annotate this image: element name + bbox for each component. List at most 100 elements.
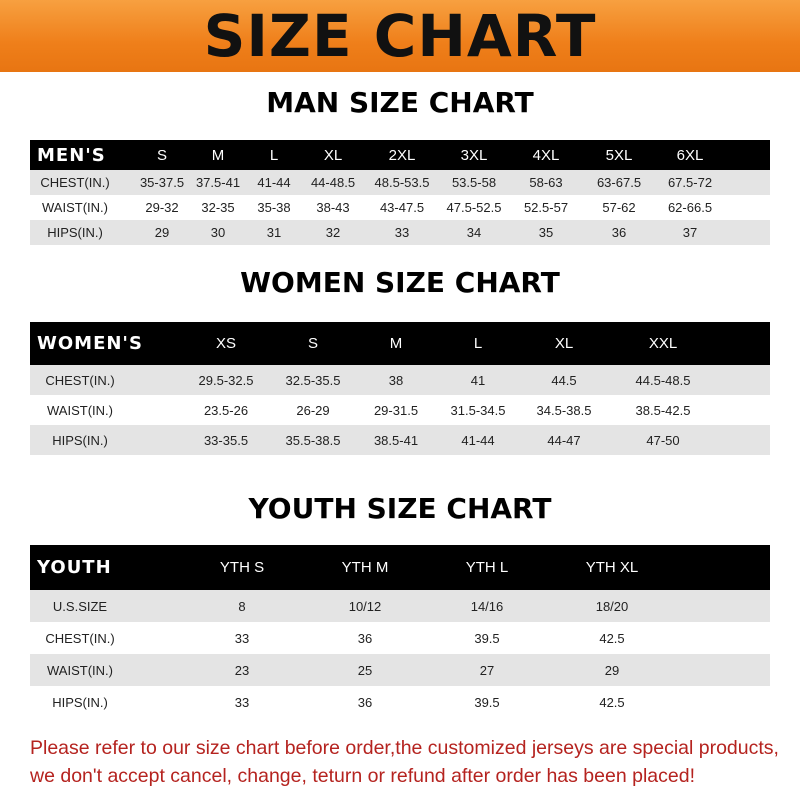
table-cell: 39.5: [474, 630, 500, 646]
table-cell: 58-63: [529, 175, 563, 190]
row-label: WAIST(IN.): [47, 662, 113, 678]
size-header: M: [389, 335, 403, 352]
table-cell: 32-35: [201, 200, 235, 215]
row-label: WAIST(IN.): [47, 402, 113, 418]
row-label: CHEST(IN.): [45, 372, 115, 388]
table-cell: 31.5-34.5: [450, 402, 506, 418]
table-row: WAIST(IN.) 29-32 32-35 35-38 38-43 43-47.5 47.…: [30, 195, 770, 220]
table-cell: 36: [611, 225, 627, 240]
table-cell: 42.5: [599, 630, 625, 646]
table-cell: 29: [604, 662, 620, 678]
table-cell: 23.5-26: [203, 402, 249, 418]
size-header: 2XL: [388, 146, 416, 164]
size-header: YTH L: [465, 559, 509, 576]
size-header: YTH S: [219, 559, 265, 576]
table-cell: 23: [234, 662, 250, 678]
size-header: 3XL: [460, 146, 488, 164]
table-cell: 38.5-41: [373, 432, 419, 448]
table-row: HIPS(IN.) 29 30 31 32 33 34 35 36 37: [30, 220, 770, 245]
men-section-title: MAN SIZE CHART: [266, 86, 534, 119]
table-cell: 29: [154, 225, 170, 240]
table-group-label: WOMEN'S: [37, 333, 143, 354]
size-header: S: [156, 146, 168, 164]
table-cell: 33: [394, 225, 410, 240]
table-cell: 62-66.5: [667, 200, 713, 215]
table-cell: 41-44: [257, 175, 291, 190]
table-cell: 41-44: [461, 432, 495, 448]
table-cell: 30: [210, 225, 226, 240]
size-header: 5XL: [605, 146, 633, 164]
table-cell: 41: [470, 372, 486, 388]
size-header: L: [269, 146, 279, 164]
row-label: WAIST(IN.): [42, 200, 108, 215]
table-cell: 14/16: [470, 598, 504, 614]
table-cell: 44-47: [547, 432, 581, 448]
table-cell: 34: [466, 225, 482, 240]
table-row: WAIST(IN.) 23.5-26 26-29 29-31.5 31.5-34.5 34…: [30, 395, 770, 425]
table-row: HIPS(IN.) 33 36 39.5 42.5: [30, 686, 770, 718]
table-cell: 43-47.5: [379, 200, 425, 215]
size-header: XL: [554, 335, 574, 352]
table-cell: 33-35.5: [203, 432, 249, 448]
table-cell: 63-67.5: [596, 175, 642, 190]
table-cell: 36: [357, 694, 373, 710]
table-cell: 18/20: [595, 598, 629, 614]
table-row: WAIST(IN.) 23 25 27 29: [30, 654, 770, 686]
row-label: HIPS(IN.): [52, 694, 108, 710]
table-header-row: YOUTH YTH S YTH M YTH L YTH XL: [30, 545, 770, 590]
table-cell: 35.5-38.5: [285, 432, 341, 448]
table-cell: 38.5-42.5: [635, 402, 691, 418]
table-cell: 47-50: [646, 432, 680, 448]
table-cell: 67.5-72: [667, 175, 713, 190]
size-header: S: [307, 335, 319, 352]
table-header-row: MEN'S S M L XL 2XL 3XL 4XL 5XL 6XL: [30, 140, 770, 170]
table-row: CHEST(IN.) 33 36 39.5 42.5: [30, 622, 770, 654]
table-cell: 47.5-52.5: [446, 200, 502, 215]
table-cell: 48.5-53.5: [374, 175, 430, 190]
size-header: XS: [215, 335, 237, 352]
table-row: CHEST(IN.) 29.5-32.5 32.5-35.5 38 41 44.5 44.5…: [30, 365, 770, 395]
table-cell: 44.5: [551, 372, 577, 388]
size-header: 4XL: [532, 146, 560, 164]
table-cell: 35-38: [257, 200, 291, 215]
table-cell: 52.5-57: [523, 200, 569, 215]
table-cell: 38-43: [316, 200, 350, 215]
table-group-label: MEN'S: [37, 144, 106, 166]
order-notice-line-1: Please refer to our size chart before or…: [30, 737, 779, 759]
table-row: HIPS(IN.) 33-35.5 35.5-38.5 38.5-41 41-44 44-…: [30, 425, 770, 455]
size-header: XXL: [648, 335, 678, 352]
row-label: CHEST(IN.): [45, 630, 115, 646]
header-banner: SIZE CHART: [0, 0, 800, 72]
table-cell: 42.5: [599, 694, 625, 710]
table-cell: 32.5-35.5: [285, 372, 341, 388]
order-notice: Please refer to our size chart before or…: [30, 734, 790, 790]
table-cell: 27: [479, 662, 495, 678]
row-label: HIPS(IN.): [52, 432, 108, 448]
table-cell: 34.5-38.5: [536, 402, 592, 418]
table-cell: 8: [238, 598, 246, 614]
table-header-row: WOMEN'S XS S M L XL XXL: [30, 322, 770, 365]
size-header: 6XL: [676, 146, 704, 164]
youth-section-title: YOUTH SIZE CHART: [248, 492, 552, 525]
size-header: XL: [323, 146, 343, 164]
table-cell: 37: [682, 225, 698, 240]
table-cell: 10/12: [348, 598, 382, 614]
table-cell: 32: [325, 225, 341, 240]
women-section-title: WOMEN SIZE CHART: [240, 266, 560, 299]
size-header: M: [211, 146, 225, 164]
table-cell: 39.5: [474, 694, 500, 710]
page-title: SIZE CHART: [203, 2, 597, 70]
table-row: CHEST(IN.) 35-37.5 37.5-41 41-44 44-48.5 48.5…: [30, 170, 770, 195]
table-cell: 31: [266, 225, 282, 240]
size-header: YTH XL: [585, 559, 639, 576]
table-cell: 26-29: [296, 402, 330, 418]
table-cell: 35: [538, 225, 554, 240]
table-cell: 35-37.5: [139, 175, 185, 190]
table-cell: 53.5-58: [451, 175, 497, 190]
table-group-label: YOUTH: [37, 557, 112, 578]
table-cell: 37.5-41: [195, 175, 241, 190]
size-header: YTH M: [341, 559, 389, 576]
table-cell: 29-31.5: [373, 402, 419, 418]
table-cell: 33: [234, 694, 250, 710]
table-cell: 44-48.5: [310, 175, 356, 190]
